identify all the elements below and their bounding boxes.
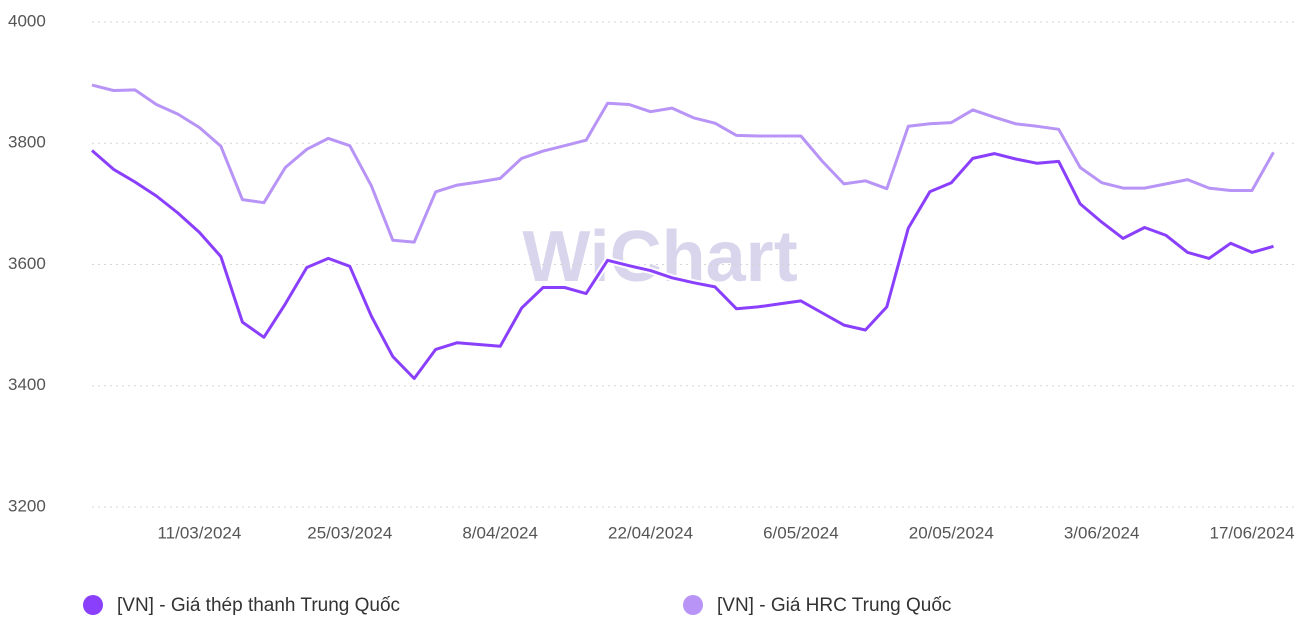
- series-line: [91, 149, 1274, 380]
- legend-marker[interactable]: [83, 595, 103, 615]
- x-tick-label: 22/04/2024: [608, 523, 693, 542]
- y-tick-label: 4000: [8, 11, 46, 30]
- x-tick-label: 3/06/2024: [1064, 523, 1140, 542]
- x-tick-label: 11/03/2024: [157, 523, 241, 542]
- y-tick-label: 3400: [8, 375, 46, 394]
- legend-label[interactable]: [VN] - Giá thép thanh Trung Quốc: [117, 595, 400, 616]
- legend-marker[interactable]: [683, 595, 703, 615]
- series-line: [91, 83, 1275, 244]
- y-tick-label: 3200: [8, 496, 46, 515]
- x-tick-label: 20/05/2024: [909, 523, 994, 542]
- x-tick-label: 6/05/2024: [763, 523, 839, 542]
- y-tick-label: 3800: [8, 133, 46, 152]
- legend-label[interactable]: [VN] - Giá HRC Trung Quốc: [717, 595, 951, 616]
- x-tick-label: 8/04/2024: [462, 523, 538, 542]
- watermark: WiChart: [522, 217, 797, 297]
- y-tick-label: 3600: [8, 254, 46, 273]
- x-tick-label: 17/06/2024: [1209, 523, 1294, 542]
- x-tick-label: 25/03/2024: [307, 523, 392, 542]
